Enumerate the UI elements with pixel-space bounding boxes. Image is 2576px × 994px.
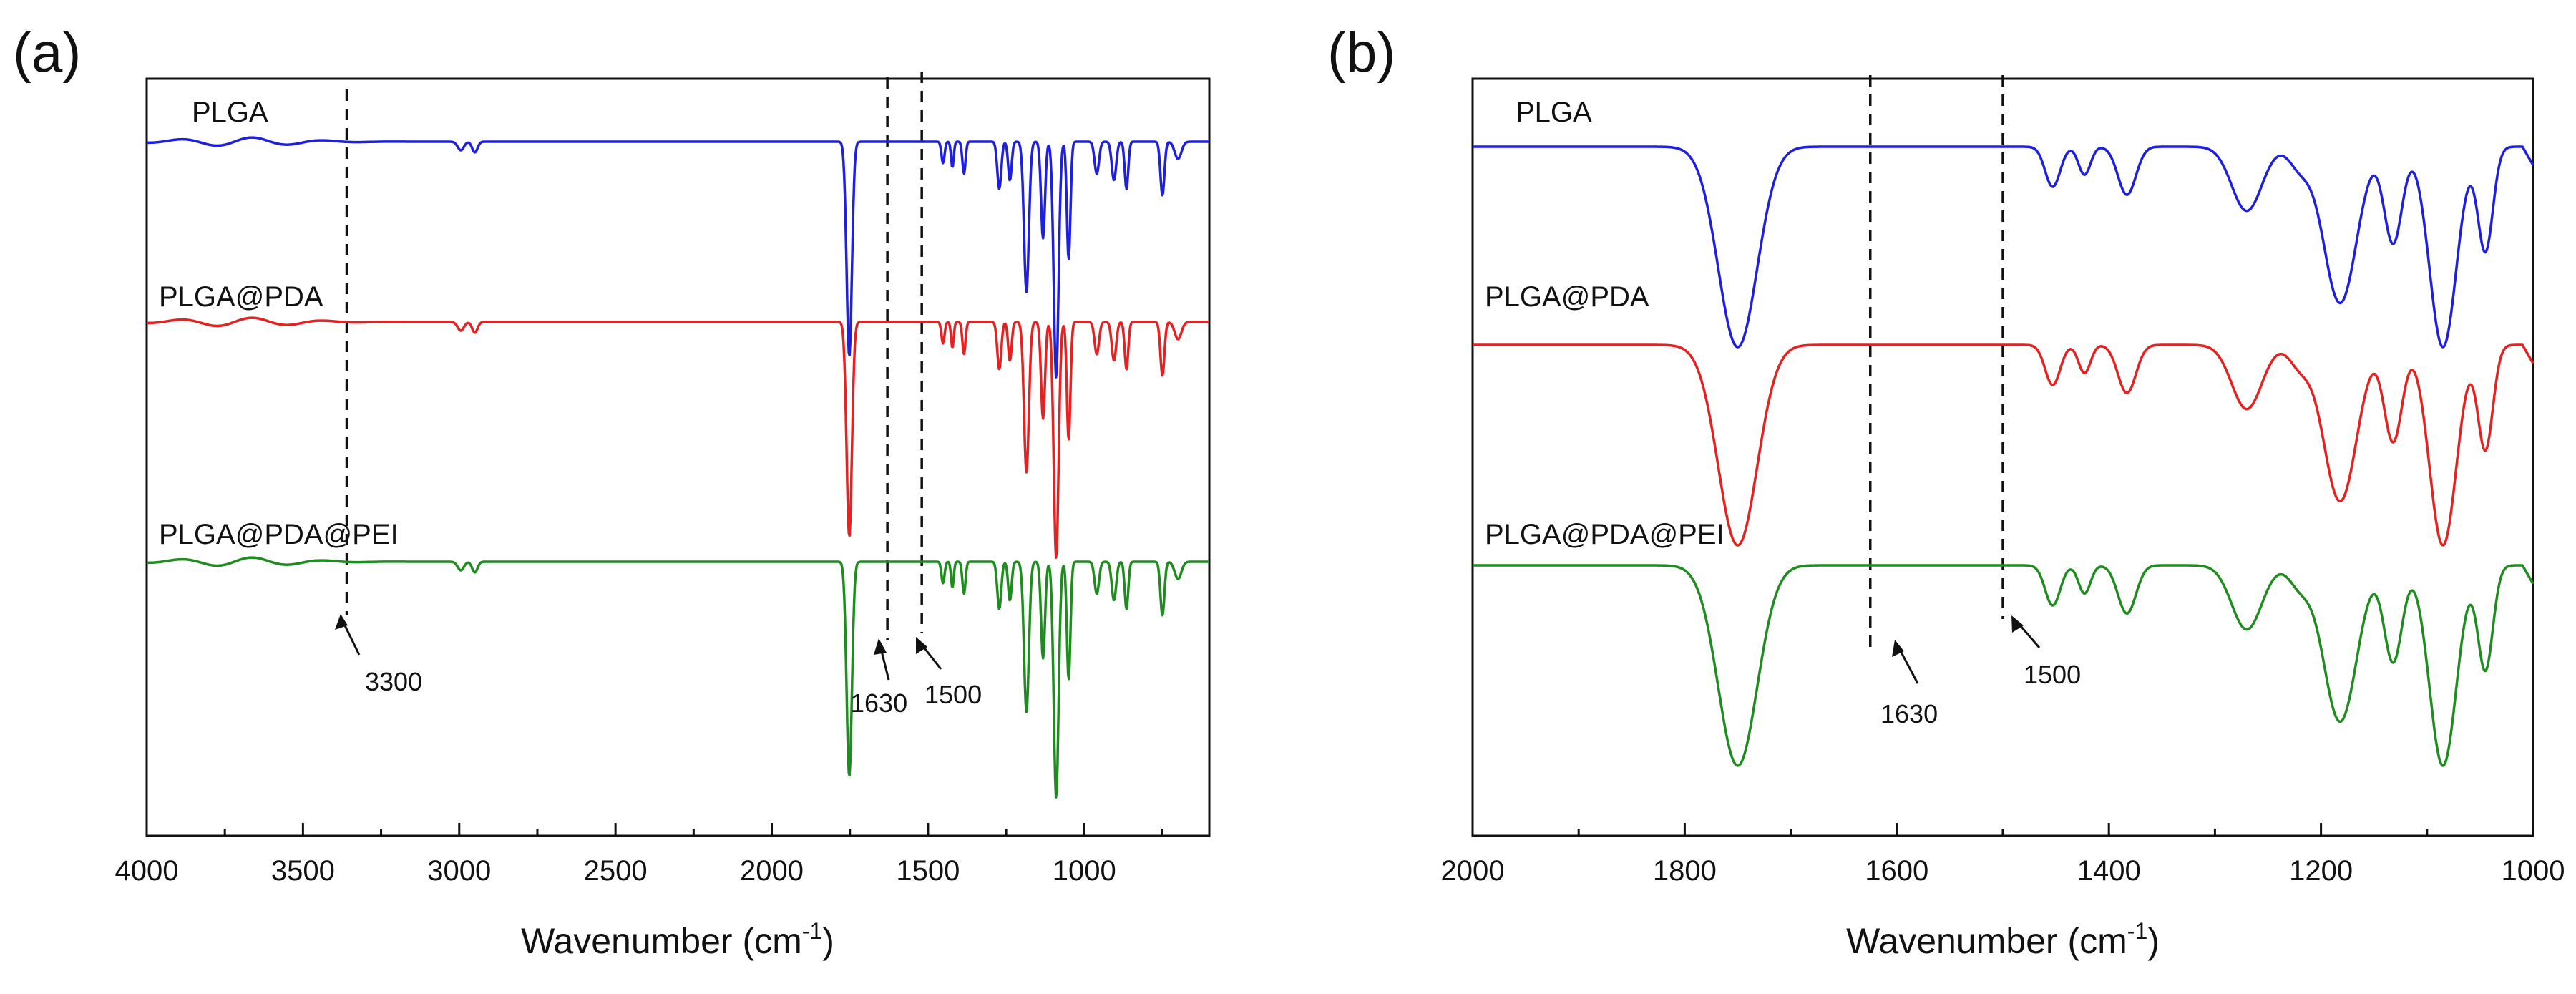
panel-b-x-axis: 2000 1800 1600 1400 1200 1000 — [1441, 823, 2565, 887]
x-tick-label: 1800 — [1653, 855, 1717, 887]
series-line-plga-pda-pei — [146, 556, 1210, 799]
panel-a-arrowhead-1630 — [874, 638, 887, 655]
panel-a-series — [146, 136, 1210, 799]
series-line-plga-pda — [146, 316, 1210, 559]
panel-a-annot-1630: 1630 — [850, 688, 907, 718]
panel-b-annot-1500: 1500 — [2024, 660, 2081, 689]
panel-a-x-axis: 4000 3500 3000 2500 2000 1500 1000 — [115, 823, 1163, 887]
x-tick-label: 3000 — [427, 855, 491, 887]
x-tick-label: 2000 — [1441, 855, 1505, 887]
x-tick-label: 1500 — [896, 855, 960, 887]
x-tick-label: 1600 — [1865, 855, 1928, 887]
panel-a-series-label-plga-pda: PLGA@PDA — [159, 281, 323, 313]
panel-b-arrowhead-1500 — [2011, 615, 2024, 633]
x-tick-label: 1000 — [1053, 855, 1116, 887]
panel-a-arrowhead-1500 — [916, 637, 927, 654]
x-tick-label: 1400 — [2077, 855, 2141, 887]
panel-a-series-label-plga-pda-pei: PLGA@PDA@PEI — [159, 519, 399, 550]
series-line-plga-pda-pei — [1472, 564, 2534, 767]
panel-b-series-label-plga-pda-pei: PLGA@PDA@PEI — [1485, 519, 1724, 550]
panel-b-reference-lines — [1869, 75, 2004, 648]
x-tick-label: 3500 — [271, 855, 335, 887]
panel-a-x-axis-title: Wavenumber (cm-1) — [521, 918, 834, 961]
x-tick-label: 1200 — [2289, 855, 2353, 887]
panel-b: (b) 2000 1800 1600 1400 1200 1000 PLGA PLGA@P… — [1327, 21, 2565, 961]
panel-a-plot-frame — [145, 77, 1211, 837]
panel-a-reference-lines — [345, 72, 923, 640]
panel-a-arrowhead-3300 — [335, 614, 348, 630]
panel-b-letter: (b) — [1327, 21, 1395, 84]
panel-b-arrowhead-1630 — [1892, 640, 1904, 657]
series-line-plga — [1472, 145, 2534, 349]
panel-a-letter: (a) — [13, 21, 81, 84]
panel-a: (a) 4000 3500 3000 2500 2000 1500 1000 PLGA PL… — [13, 21, 1211, 961]
panel-a-annot-3300: 3300 — [365, 667, 422, 696]
x-tick-label: 2500 — [584, 855, 648, 887]
x-tick-label: 2000 — [740, 855, 804, 887]
panel-b-series — [1472, 145, 2534, 767]
series-line-plga-pda — [1472, 343, 2534, 547]
x-tick-label: 4000 — [115, 855, 179, 887]
series-line-plga — [146, 136, 1210, 379]
panel-b-annot-1630: 1630 — [1880, 699, 1938, 729]
panel-b-series-label-plga-pda: PLGA@PDA — [1485, 281, 1649, 313]
x-tick-label: 1000 — [2502, 855, 2565, 887]
panel-b-x-axis-title: Wavenumber (cm-1) — [1846, 918, 2160, 961]
panel-a-series-label-plga: PLGA — [192, 97, 268, 128]
panel-a-annot-1500: 1500 — [924, 680, 982, 709]
panel-b-series-label-plga: PLGA — [1516, 97, 1592, 128]
